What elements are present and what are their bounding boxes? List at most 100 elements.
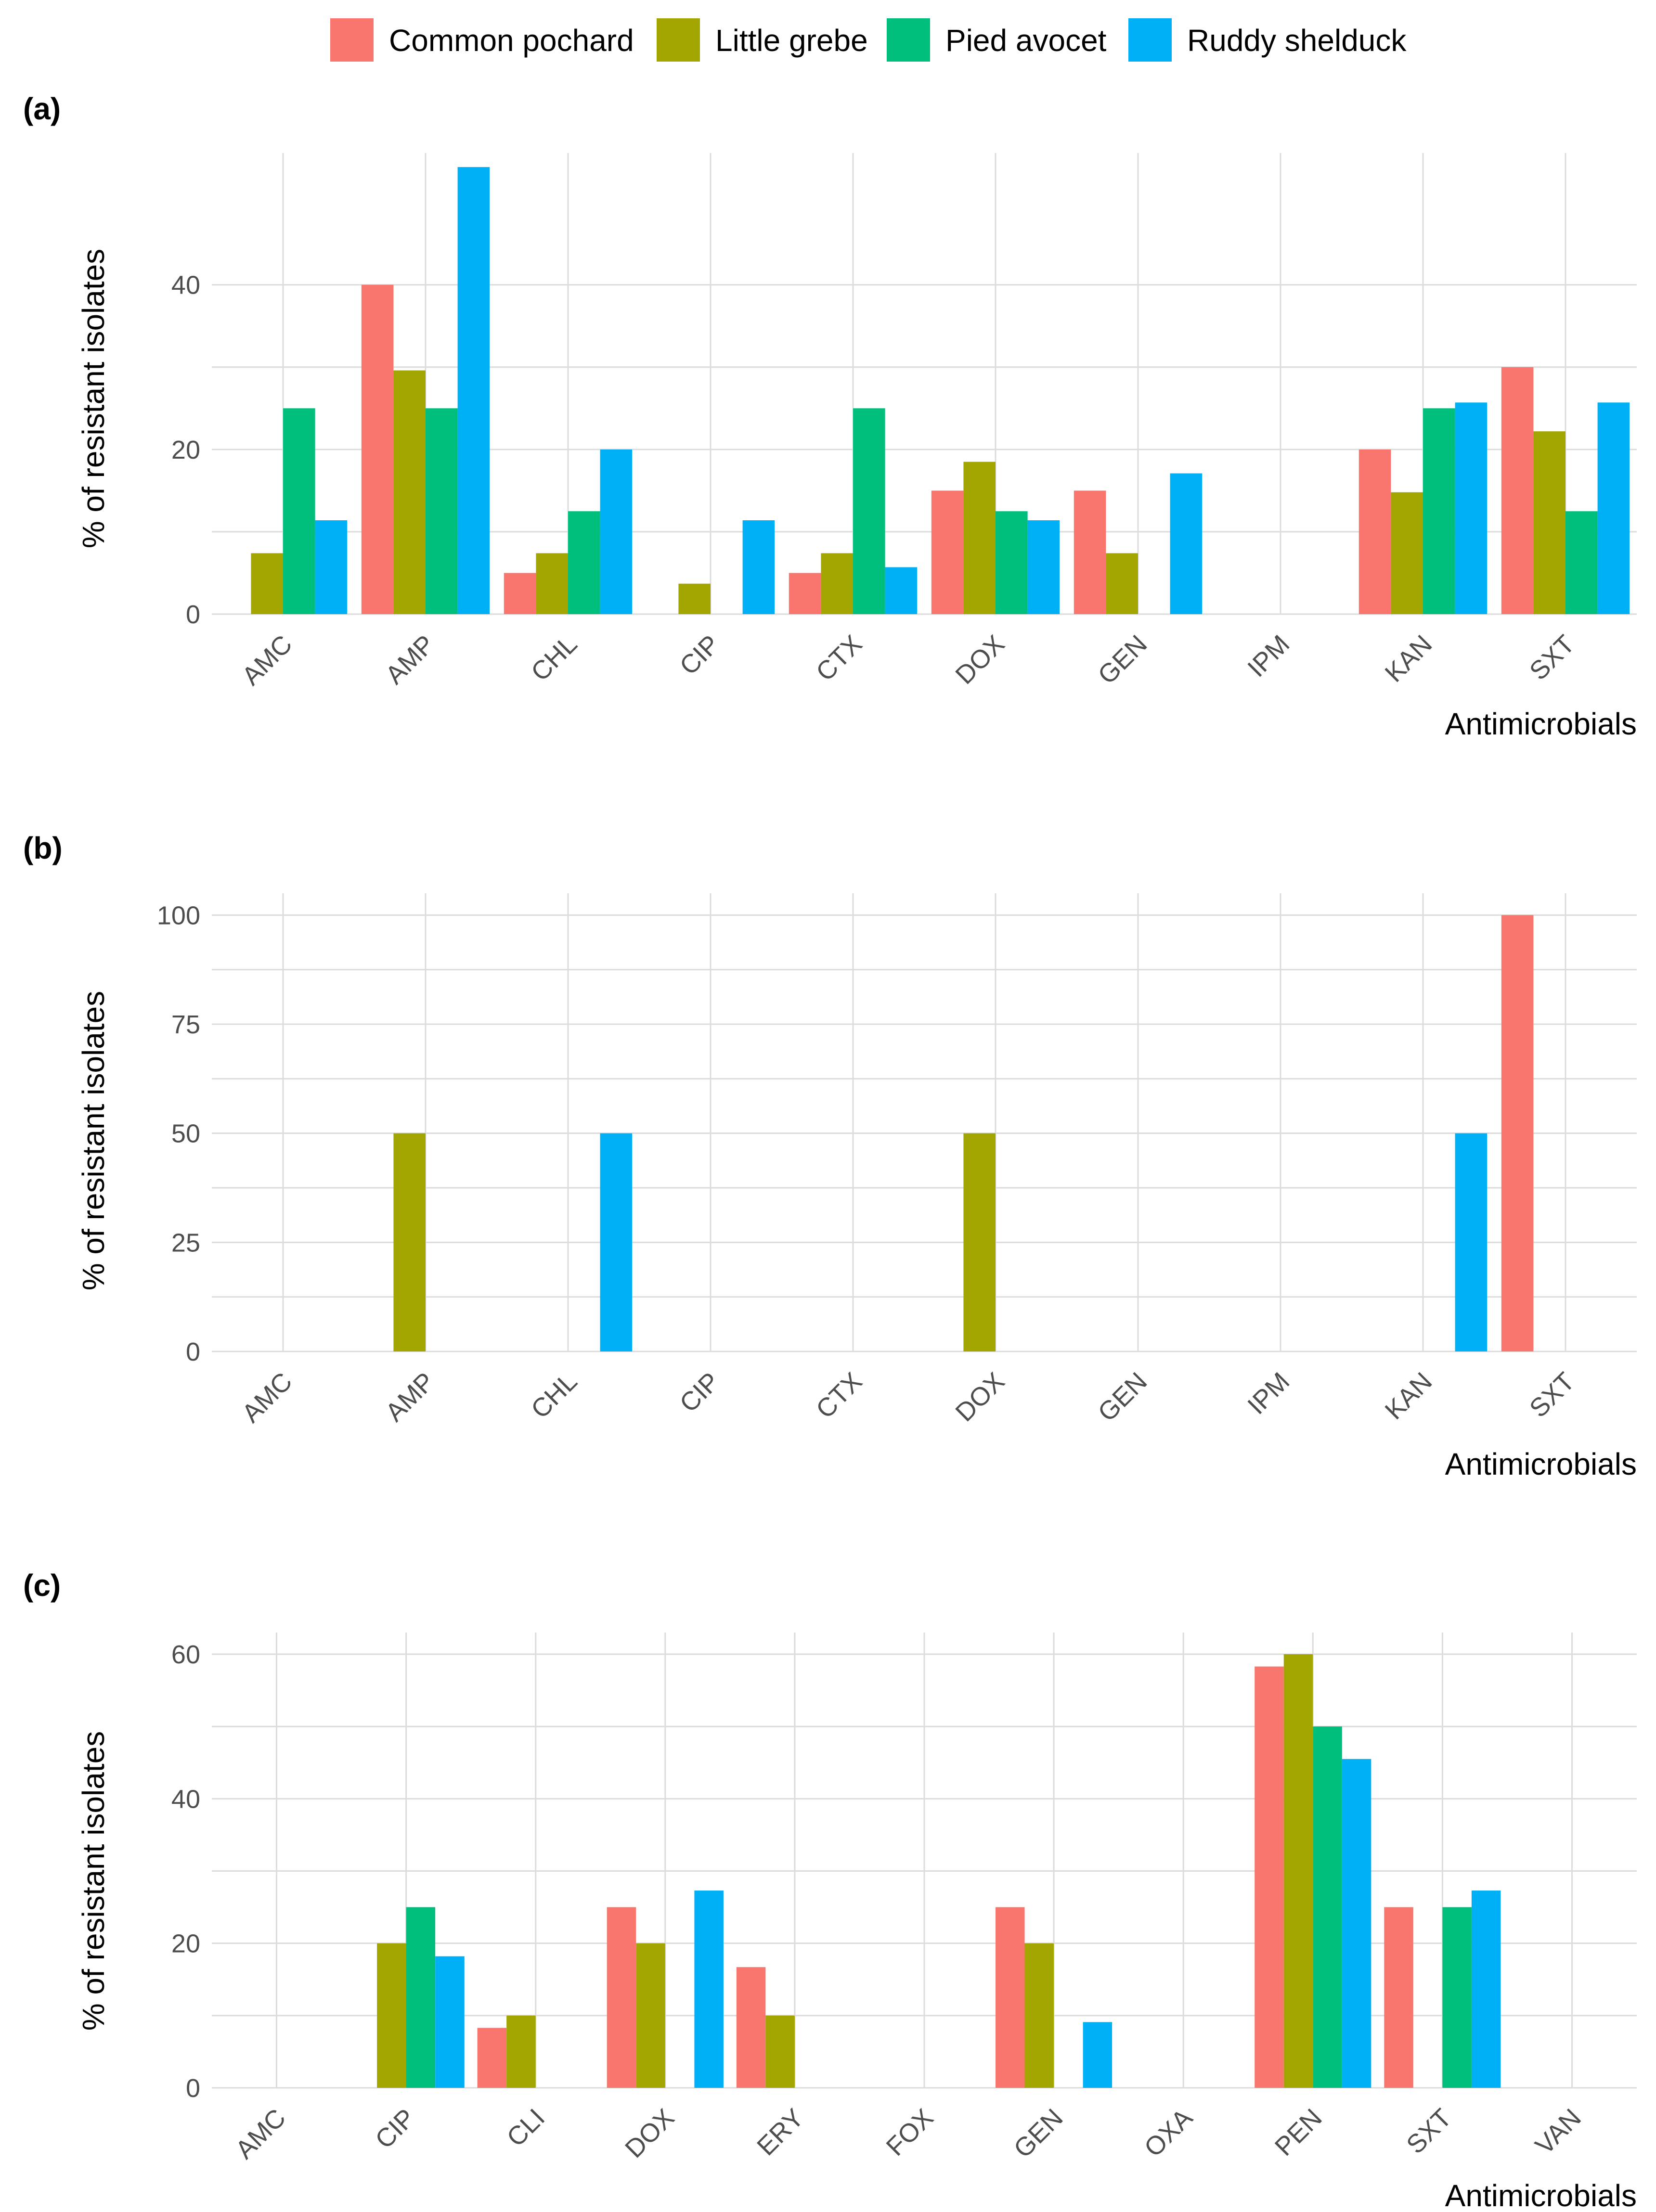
y-axis-title-b: % of resistant isolates [76,991,111,1291]
bar-cip-ruddy-shelduck [435,1956,465,2088]
x-tick-label-fox: FOX [881,2103,939,2161]
bar-dox-little-grebe [636,1943,665,2088]
y-tick-label: 0 [186,600,200,629]
bars [377,1654,1501,2088]
panel-a: (a) % of resistant isolates Antimicrobia… [23,91,1637,741]
x-tick-label-dox: DOX [950,630,1010,690]
bar-chl-ruddy-shelduck [600,1133,633,1351]
panel-label-b: (b) [23,831,63,865]
bar-amp-common-pochard [361,284,394,614]
x-tick-label-oxa: OXA [1139,2103,1198,2162]
x-tick-label-amc: AMC [236,630,298,691]
legend-swatch-little-grebe [657,18,700,62]
bar-dox-common-pochard [607,1907,636,2088]
bar-pen-little-grebe [1283,1654,1313,2088]
x-tick-label-ipm: IPM [1242,1367,1295,1420]
y-tick-label: 100 [157,901,200,930]
bar-dox-little-grebe [963,1133,996,1351]
bar-pen-common-pochard [1255,1666,1284,2088]
bars [393,915,1534,1351]
bar-amc-pied-avocet [283,408,315,614]
legend-label-little-grebe: Little grebe [715,23,868,58]
bar-kan-little-grebe [1391,492,1423,614]
x-tick-label-ctx: CTX [811,1367,868,1424]
x-tick-label-ipm: IPM [1242,630,1295,682]
x-tick-label-amc: AMC [236,1367,298,1428]
bar-dox-pied-avocet [996,511,1028,614]
bars [251,167,1630,615]
bar-ctx-ruddy-shelduck [885,567,918,614]
x-tick-label-ery: ERY [751,2103,809,2161]
y-tick-label: 40 [171,1785,200,1813]
x-tick-label-cip: CIP [370,2103,421,2154]
bar-kan-common-pochard [1358,449,1391,614]
x-tick-label-dox: DOX [620,2103,680,2163]
bar-gen-common-pochard [996,1907,1025,2088]
bar-gen-ruddy-shelduck [1170,473,1203,614]
x-tick-label-cli: CLI [501,2103,550,2152]
legend: Common pochard Little grebe Pied avocet … [330,18,1407,62]
x-tick-label-cip: CIP [674,630,725,681]
bar-sxt-little-grebe [1533,431,1565,614]
panel-c: (c) % of resistant isolates Antimicrobia… [23,1568,1637,2212]
bar-pen-pied-avocet [1313,1726,1342,2088]
x-tick-label-sxt: SXT [1524,1367,1580,1423]
bar-dox-ruddy-shelduck [694,1890,724,2088]
bar-sxt-pied-avocet [1565,511,1598,614]
x-tick-label-cip: CIP [674,1367,725,1418]
panel-label-c: (c) [23,1568,61,1603]
y-tick-label: 25 [171,1228,200,1257]
bar-chl-pied-avocet [568,511,600,614]
bar-gen-ruddy-shelduck [1083,2022,1113,2088]
bar-pen-ruddy-shelduck [1342,1759,1371,2088]
bar-amc-ruddy-shelduck [315,520,348,614]
legend-label-common-pochard: Common pochard [389,23,634,58]
x-tick-label-gen: GEN [1092,1367,1152,1427]
bar-gen-common-pochard [1074,490,1106,614]
bar-cip-little-grebe [678,583,711,614]
y-axis-title-a: % of resistant isolates [76,249,111,549]
bar-amc-little-grebe [251,553,283,614]
bar-ctx-little-grebe [821,553,853,614]
bar-amp-ruddy-shelduck [457,167,490,615]
bar-cip-ruddy-shelduck [742,520,775,614]
y-tick-label: 75 [171,1010,200,1039]
y-tick-label: 40 [171,271,200,300]
bar-chl-common-pochard [504,573,536,614]
x-tick-label-amp: AMP [380,630,440,690]
y-tick-label: 50 [171,1119,200,1148]
x-tick-label-amc: AMC [230,2103,291,2164]
x-tick-label-pen: PEN [1269,2103,1328,2161]
x-tick-label-chl: CHL [526,1367,583,1424]
x-tick-label-gen: GEN [1008,2103,1068,2163]
y-tick-label: 20 [171,436,200,464]
bar-sxt-common-pochard [1501,367,1534,614]
y-tick-label: 0 [186,1337,200,1366]
x-axis-title-c: Antimicrobials [1445,2178,1637,2212]
y-tick-label: 0 [186,2074,200,2103]
bar-amp-pied-avocet [426,408,458,614]
bar-chl-ruddy-shelduck [600,449,633,614]
x-axis-title-a: Antimicrobials [1445,707,1637,741]
bar-chl-little-grebe [536,553,568,614]
gridlines [212,893,1637,1352]
bar-sxt-pied-avocet [1442,1907,1472,2088]
bar-ctx-common-pochard [789,573,821,614]
panel-b: (b) % of resistant isolates Antimicrobia… [23,831,1637,1481]
x-tick-label-sxt: SXT [1401,2103,1457,2160]
bar-dox-ruddy-shelduck [1027,520,1060,614]
legend-label-ruddy-shelduck: Ruddy shelduck [1187,23,1407,58]
legend-swatch-pied-avocet [887,18,930,62]
bar-sxt-common-pochard [1501,915,1534,1351]
x-tick-label-chl: CHL [526,630,583,687]
x-axis-title-b: Antimicrobials [1445,1447,1637,1481]
bar-ctx-pied-avocet [853,408,885,614]
bar-gen-little-grebe [1106,553,1138,614]
y-axis-title-c: % of resistant isolates [76,1731,111,2031]
bar-cli-common-pochard [477,2028,507,2088]
bar-cli-little-grebe [506,2015,536,2088]
bar-dox-little-grebe [963,462,996,614]
bar-gen-little-grebe [1024,1943,1054,2088]
x-tick-label-amp: AMP [380,1367,440,1427]
bar-cip-pied-avocet [406,1907,436,2088]
